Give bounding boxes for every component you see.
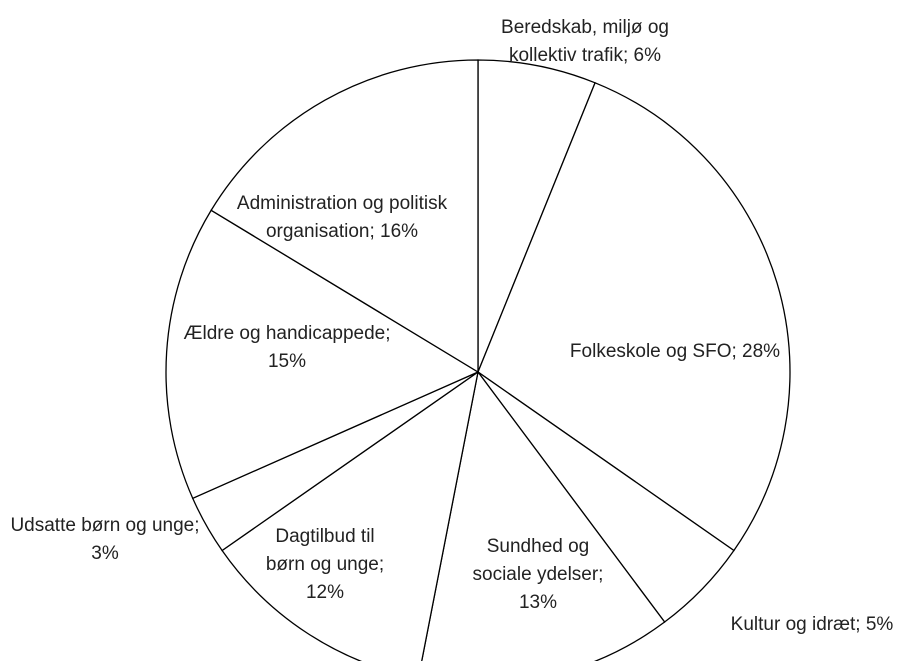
slice-label: Folkeskole og SFO; 28% — [569, 341, 781, 362]
slice-label: Administration og politisk organisation;… — [236, 193, 448, 242]
pie-slice — [221, 370, 479, 661]
pie-slice — [477, 81, 791, 552]
slice-label: Kultur og idræt; 5% — [730, 614, 894, 635]
pie-slice — [477, 59, 596, 373]
pie-slice — [165, 209, 480, 500]
slice-label: Beredskab, miljø og kollektiv trafik; 6% — [501, 17, 669, 66]
slice-label: Sundhed og sociale ydelser; 13% — [472, 536, 604, 613]
slice-label: Udsatte børn og unge; 3% — [10, 515, 200, 564]
pie-slice — [210, 59, 479, 374]
slice-label: Dagtilbud til børn og unge; 12% — [265, 526, 385, 603]
slice-label: Ældre og handicappede; 15% — [183, 323, 391, 372]
pie-slice — [421, 370, 666, 661]
